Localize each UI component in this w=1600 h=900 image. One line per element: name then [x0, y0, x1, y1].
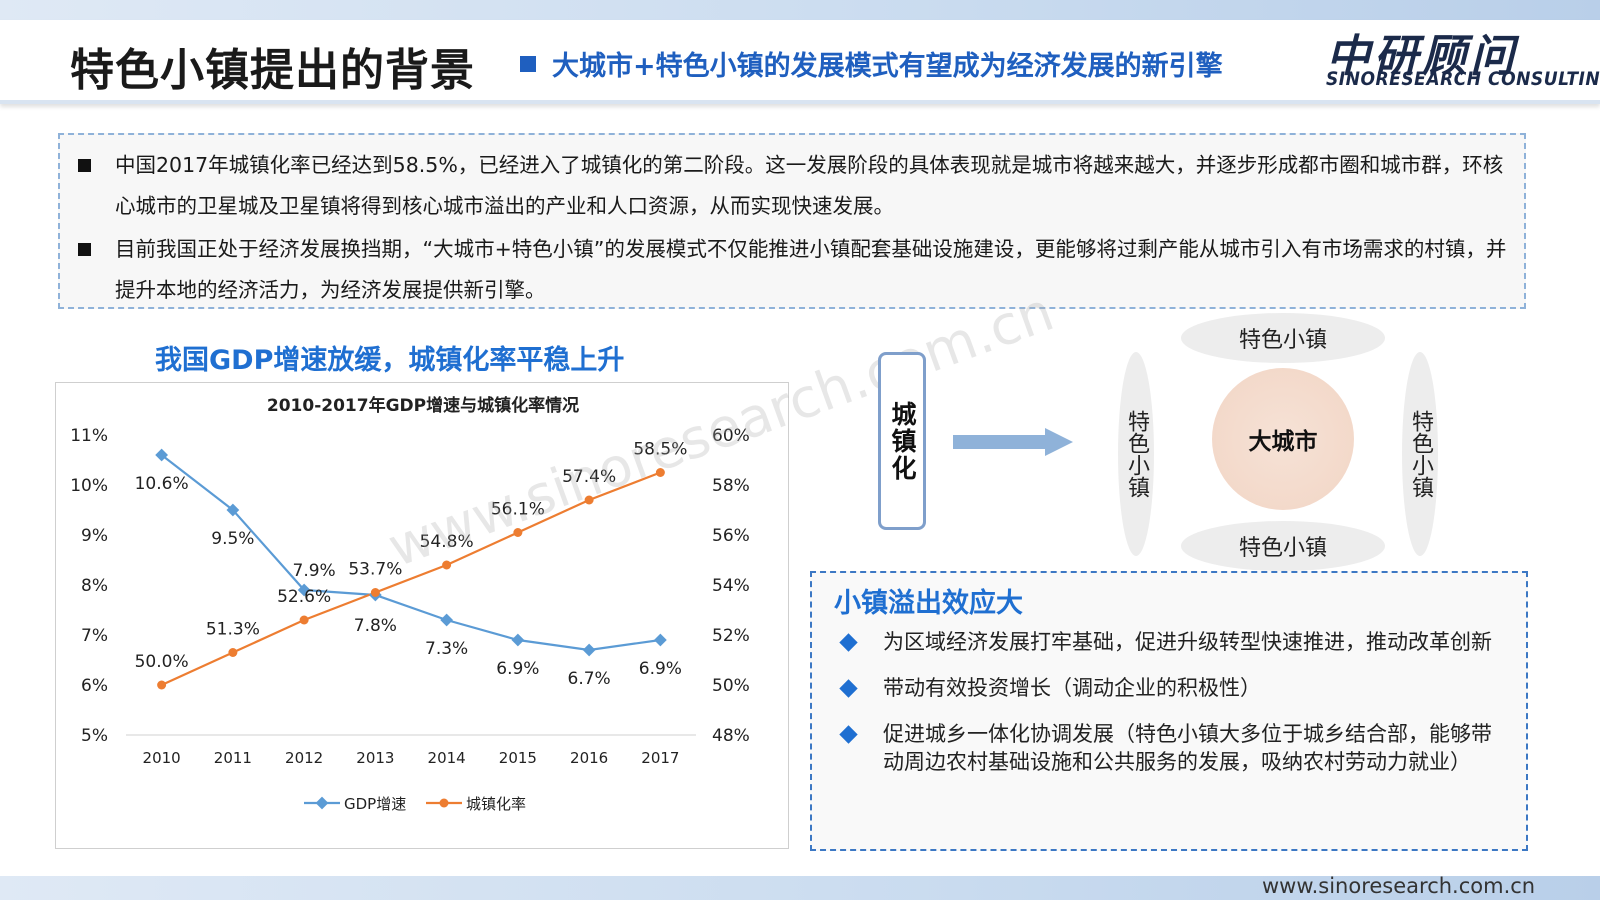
y-right-tick-label: 58% — [712, 476, 750, 496]
urbanization-data-label: 57.4% — [562, 467, 616, 487]
x-tick-label: 2017 — [641, 749, 679, 767]
footer-url: www.sinoresearch.com.cn — [1262, 874, 1536, 898]
intro-item: 中国2017年城镇化率已经达到58.5%，已经进入了城镇化的第二阶段。这一发展阶… — [78, 145, 1510, 227]
urbanization-data-label: 56.1% — [491, 500, 545, 520]
gdp-data-point — [155, 448, 168, 462]
legend-urbanization-label: 城镇化率 — [466, 795, 526, 813]
bottom-decor-strip — [0, 876, 1600, 900]
urbanization-data-label: 58.5% — [633, 440, 687, 460]
y-right-tick-label: 50% — [712, 676, 750, 696]
y-left-tick-label: 8% — [81, 576, 108, 596]
gdp-series-line — [160, 454, 661, 652]
effect-item: 为区域经济发展打牢基础，促进升级转型快速推进，推动改革创新 — [834, 628, 1504, 656]
y-left-tick-label: 10% — [70, 476, 108, 496]
logo-chinese: 中研顾问 — [1326, 31, 1518, 82]
urbanization-data-point — [655, 468, 665, 477]
top-decor-strip — [0, 0, 1600, 20]
y-left-tick-label: 7% — [81, 626, 108, 646]
square-bullet-icon — [520, 55, 536, 72]
gdp-urbanization-chart: 2010-2017年GDP增速与城镇化率情况 5% 6% 7% 8% 9% 10% 11% 4… — [70, 395, 750, 813]
gdp-data-label: 6.7% — [568, 669, 611, 689]
effect-item: 促进城乡一体化协调发展（特色小镇大多位于城乡结合部，能够带动周边农村基础设施和公… — [834, 720, 1504, 776]
gdp-data-label: 10.6% — [135, 474, 189, 494]
town-label-left: 特色小镇 — [1124, 410, 1149, 498]
urbanization-data-label: 52.6% — [277, 587, 331, 607]
town-label-right: 特色小镇 — [1408, 410, 1433, 498]
page-subtitle: 大城市+特色小镇的发展模式有望成为经济发展的新引擎 — [552, 51, 1223, 82]
gdp-data-point — [511, 633, 525, 647]
gdp-data-point — [654, 633, 667, 647]
x-tick-label: 2012 — [285, 749, 323, 767]
y-right-tick-label: 54% — [712, 576, 750, 596]
effect-text: 带动有效投资增长（调动企业的积极性） — [883, 676, 1261, 700]
header-bar — [0, 20, 1600, 104]
intro-text: 中国2017年城镇化率已经达到58.5%，已经进入了城镇化的第二阶段。这一发展阶… — [115, 153, 1504, 218]
urbanization-data-point — [157, 680, 167, 690]
urbanization-data-label: 51.3% — [206, 620, 260, 640]
diamond-bullet-icon — [839, 633, 858, 652]
logo-english: SINORESEARCH CONSULTING — [1326, 68, 1600, 90]
gdp-data-label: 7.8% — [354, 616, 397, 636]
legend-urbanization-marker — [439, 798, 449, 808]
y-left-tick-label: 11% — [70, 426, 108, 446]
gdp-data-label: 7.9% — [293, 561, 336, 581]
urbanization-box: 城镇化 — [878, 352, 926, 530]
chart-panel: 2010-2017年GDP增速与城镇化率情况 5% 6% 7% 8% 9% 10% 11% 4… — [55, 382, 789, 849]
y-right-tick-label: 52% — [712, 626, 750, 646]
x-tick-label: 2013 — [356, 749, 394, 767]
urbanization-data-point — [370, 588, 380, 597]
gdp-data-point — [440, 613, 453, 627]
y-right-tick-label: 60% — [712, 426, 750, 446]
diamond-bullet-icon — [839, 725, 858, 744]
urbanization-data-point — [513, 528, 523, 537]
urbanization-data-point — [228, 648, 238, 657]
y-left-tick-label: 9% — [81, 526, 108, 546]
gdp-data-label: 7.3% — [425, 639, 468, 659]
gdp-data-label: 9.5% — [211, 529, 254, 549]
x-tick-label: 2011 — [214, 749, 252, 767]
effect-item: 带动有效投资增长（调动企业的积极性） — [834, 674, 1504, 702]
chart-heading: 我国GDP增速放缓，城镇化率平稳上升 — [155, 345, 625, 376]
intro-text: 目前我国正处于经济发展换挡期，“大城市+特色小镇”的发展模式不仅能推进小镇配套基… — [115, 237, 1507, 302]
y-left-tick-label: 6% — [81, 676, 108, 696]
intro-box: 中国2017年城镇化率已经达到58.5%，已经进入了城镇化的第二阶段。这一发展阶… — [58, 133, 1526, 309]
subtitle-row: 大城市+特色小镇的发展模式有望成为经济发展的新引擎 — [520, 44, 1223, 83]
gdp-data-point — [582, 643, 596, 657]
effect-text: 为区域经济发展打牢基础，促进升级转型快速推进，推动改革创新 — [883, 630, 1492, 654]
gdp-data-label: 6.9% — [496, 659, 539, 679]
town-ellipse-bottom: 特色小镇 — [1181, 521, 1385, 571]
urbanization-data-label: 50.0% — [135, 652, 189, 672]
black-square-bullet-icon — [78, 243, 91, 256]
effect-title: 小镇溢出效应大 — [834, 588, 1023, 619]
y-right-tick-label: 48% — [712, 726, 750, 746]
urbanization-data-label: 53.7% — [348, 560, 402, 580]
x-tick-label: 2016 — [570, 749, 608, 767]
intro-item: 目前我国正处于经济发展换挡期，“大城市+特色小镇”的发展模式不仅能推进小镇配套基… — [78, 229, 1510, 311]
urbanization-data-label: 54.8% — [420, 532, 474, 552]
town-ellipse-left: 特色小镇 — [1118, 352, 1154, 556]
gdp-data-label: 6.9% — [639, 659, 682, 679]
chart-title: 2010-2017年GDP增速与城镇化率情况 — [267, 395, 579, 416]
big-city-circle: 大城市 — [1212, 368, 1354, 510]
legend-gdp-label: GDP增速 — [344, 795, 406, 813]
urbanization-label: 城镇化 — [888, 400, 917, 482]
urbanization-data-point — [299, 615, 309, 625]
y-right-tick-label: 56% — [712, 526, 750, 546]
effect-text: 促进城乡一体化协调发展（特色小镇大多位于城乡结合部，能够带动周边农村基础设施和公… — [883, 722, 1492, 774]
black-square-bullet-icon — [78, 159, 91, 172]
x-tick-label: 2010 — [143, 749, 181, 767]
page-title: 特色小镇提出的背景 — [70, 45, 475, 96]
diamond-bullet-icon — [839, 679, 858, 698]
legend-gdp-marker — [315, 796, 329, 810]
x-tick-label: 2014 — [428, 749, 466, 767]
urbanization-data-point — [584, 495, 594, 505]
effect-box: 小镇溢出效应大 为区域经济发展打牢基础，促进升级转型快速推进，推动改革创新 带动… — [810, 571, 1528, 851]
urbanization-series-line — [161, 471, 661, 687]
town-ellipse-top: 特色小镇 — [1181, 313, 1385, 363]
urbanization-data-point — [442, 560, 452, 570]
right-arrow-icon — [953, 428, 1073, 456]
x-tick-label: 2015 — [499, 749, 537, 767]
town-ellipse-right: 特色小镇 — [1402, 352, 1438, 556]
y-left-tick-label: 5% — [81, 726, 108, 746]
